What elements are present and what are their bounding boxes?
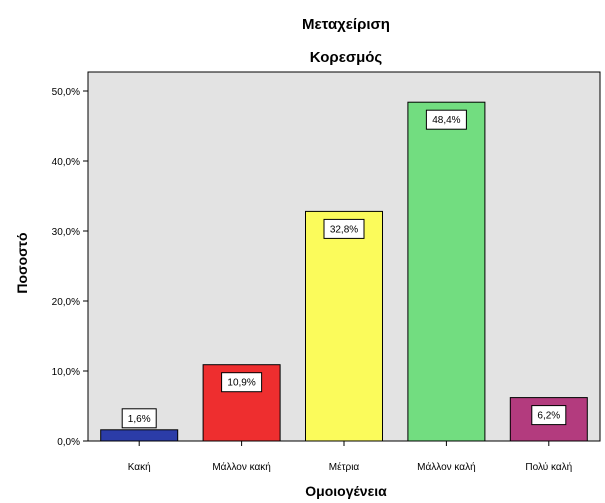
x-tick-label: Μέτρια bbox=[329, 461, 360, 473]
x-tick-label: Μάλλον καλή bbox=[417, 461, 476, 473]
data-label: 32,8% bbox=[330, 224, 358, 235]
data-label-box bbox=[121, 408, 157, 429]
data-label-box bbox=[221, 372, 263, 393]
x-axis-title: Ομοιογένεια bbox=[305, 483, 387, 499]
data-label-box bbox=[531, 405, 567, 426]
x-tick-label: Κακή bbox=[128, 461, 151, 473]
chart-title: Μεταχείριση bbox=[302, 16, 390, 33]
y-axis-title: Ποσοστό bbox=[14, 232, 30, 293]
bar bbox=[407, 101, 486, 442]
y-tick-label: 0,0% bbox=[57, 437, 80, 448]
data-label-box bbox=[323, 218, 365, 239]
bar bbox=[100, 429, 179, 442]
data-label-box bbox=[425, 109, 467, 130]
x-tick-label: Πολύ καλή bbox=[525, 461, 572, 473]
x-axis-categories: Κακή Μάλλον κακή Μέτρια Μάλλον καλή Πολύ καλ… bbox=[128, 441, 572, 473]
bar bbox=[305, 210, 383, 442]
data-label: 1,6% bbox=[128, 414, 151, 425]
bars: 1,6% 10,9% 32,8% 48,4% 6,2% bbox=[100, 101, 588, 442]
y-tick-label: 40,0% bbox=[52, 157, 80, 168]
y-tick-label: 50,0% bbox=[52, 87, 80, 98]
y-axis-ticks: 0,0% 10,0% 20,0% 30,0% 40,0% 50,0% bbox=[52, 87, 88, 448]
x-tick-label: Μάλλον κακή bbox=[212, 461, 271, 473]
y-tick-label: 10,0% bbox=[52, 367, 80, 378]
data-label: 10,9% bbox=[227, 378, 255, 389]
chart-subtitle: Κορεσμός bbox=[310, 49, 383, 66]
y-tick-label: 30,0% bbox=[52, 227, 80, 238]
y-tick-label: 20,0% bbox=[52, 297, 80, 308]
data-label: 6,2% bbox=[537, 411, 560, 422]
data-label: 48,4% bbox=[432, 115, 460, 126]
